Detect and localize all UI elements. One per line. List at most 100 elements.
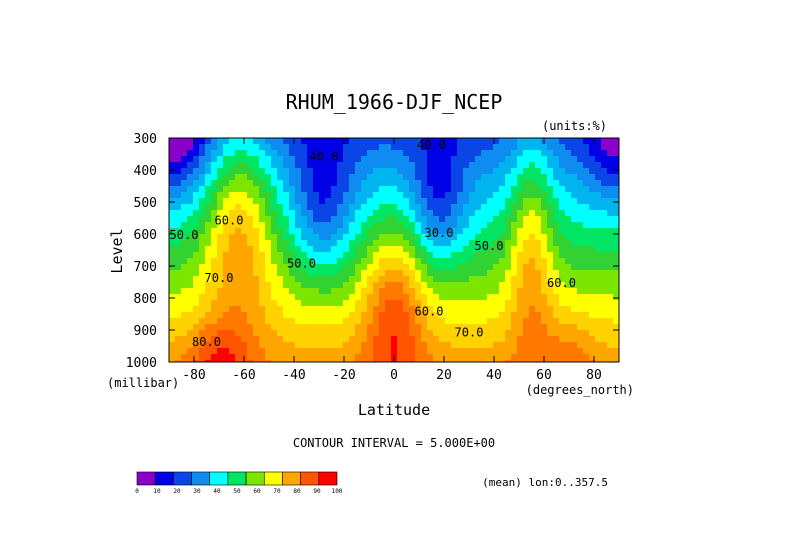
field-cell [583,198,590,205]
colorbar-label: 30 [193,488,201,495]
field-cell [547,204,554,211]
field-cell [295,270,302,277]
field-cell [295,198,302,205]
field-cell [217,282,224,289]
field-cell [325,354,332,361]
field-cell [529,288,536,295]
field-cell [181,228,188,235]
field-cell [205,192,212,199]
field-cell [223,234,230,241]
chart-title: RHUM_1966-DJF_NCEP [286,90,503,114]
field-cell [211,300,218,307]
field-cell [253,180,260,187]
field-cell [445,144,452,151]
field-cell [565,342,572,349]
field-cell [559,288,566,295]
field-cell [469,138,476,145]
field-cell [547,306,554,313]
field-cell [379,294,386,301]
field-cell [241,222,248,229]
field-cell [271,192,278,199]
field-cell [613,204,620,211]
field-cell [169,348,176,355]
field-cell [211,192,218,199]
field-cell [559,150,566,157]
field-cell [277,168,284,175]
field-cell [451,348,458,355]
field-cell [301,282,308,289]
field-cell [511,288,518,295]
field-cell [343,210,350,217]
field-cell [433,150,440,157]
field-cell [517,258,524,265]
field-cell [343,252,350,259]
contour-labels: 40.040.030.050.060.050.050.070.060.070.0… [170,138,576,349]
field-cell [181,210,188,217]
field-cell [235,360,242,363]
field-cell [523,294,530,301]
field-cell [601,288,608,295]
field-cell [607,192,614,199]
field-cell [421,312,428,319]
field-cell [565,348,572,355]
field-cell [241,216,248,223]
field-cell [187,270,194,277]
field-cell [565,198,572,205]
field-cell [373,330,380,337]
field-cell [301,264,308,271]
field-cell [253,168,260,175]
field-cell [601,330,608,337]
field-cell [229,162,236,169]
field-cell [295,330,302,337]
field-cell [559,144,566,151]
field-cell [331,144,338,151]
field-cell [325,336,332,343]
field-cell [385,222,392,229]
field-cell [211,318,218,325]
field-cell [325,318,332,325]
field-cell [517,192,524,199]
field-cell [169,240,176,247]
field-cell [583,336,590,343]
field-cell [211,174,218,181]
field-cell [205,216,212,223]
field-cell [571,324,578,331]
field-cell [469,312,476,319]
field-cell [595,234,602,241]
field-cell [439,324,446,331]
field-cell [397,360,404,363]
field-cell [379,306,386,313]
field-cell [343,246,350,253]
contour-label: 70.0 [455,325,484,339]
field-cell [613,168,620,175]
field-cell [289,288,296,295]
field-cell [367,330,374,337]
field-cell [217,174,224,181]
field-cell [289,234,296,241]
field-cell [613,216,620,223]
field-cell [205,198,212,205]
field-cell [559,360,566,363]
field-cell [289,192,296,199]
field-cell [175,156,182,163]
field-cell [265,318,272,325]
field-cell [217,288,224,295]
field-cell [169,186,176,193]
field-cell [199,276,206,283]
field-cell [457,246,464,253]
field-cell [307,330,314,337]
field-cell [205,282,212,289]
field-cell [313,240,320,247]
field-cell [271,180,278,187]
field-cell [301,354,308,361]
field-cell [595,348,602,355]
field-cell [313,288,320,295]
field-cell [445,168,452,175]
field-cell [235,312,242,319]
field-cell [409,204,416,211]
field-cell [583,342,590,349]
field-cell [373,336,380,343]
field-cell [331,138,338,145]
field-cell [553,216,560,223]
field-cell [343,192,350,199]
